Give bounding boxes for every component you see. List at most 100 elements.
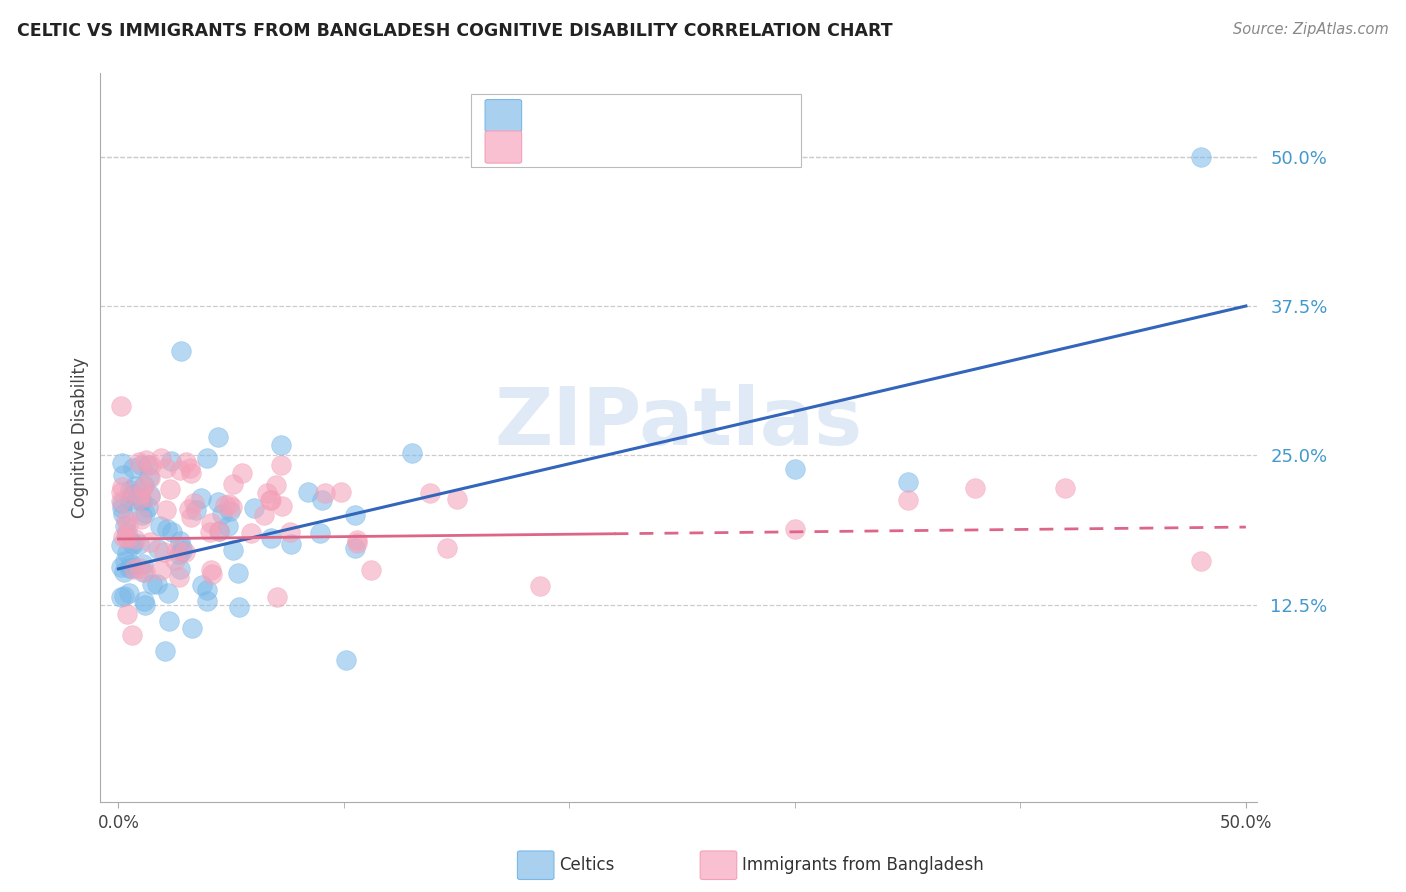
Text: N =: N =	[648, 107, 700, 125]
Text: 0.383: 0.383	[583, 107, 641, 125]
Point	[343, 541, 366, 556]
Point	[401, 446, 423, 460]
Point	[260, 492, 283, 507]
Point	[139, 458, 162, 472]
Text: -0.017: -0.017	[583, 138, 648, 156]
Point	[1054, 481, 1077, 495]
Point	[314, 486, 336, 500]
Point	[218, 497, 240, 511]
Point	[160, 454, 183, 468]
Point	[128, 537, 150, 551]
Point	[117, 518, 139, 533]
Text: Celtics: Celtics	[560, 856, 614, 874]
Point	[110, 501, 132, 516]
Point	[200, 516, 222, 530]
Point	[419, 486, 441, 500]
Point	[783, 522, 806, 536]
Point	[231, 466, 253, 480]
Point	[330, 485, 353, 500]
Point	[174, 455, 197, 469]
Point	[110, 496, 132, 510]
Point	[260, 532, 283, 546]
Point	[128, 487, 150, 501]
Point	[346, 535, 368, 549]
Point	[157, 586, 180, 600]
Text: ZIPatlas: ZIPatlas	[495, 384, 863, 462]
Point	[111, 508, 134, 522]
Point	[208, 524, 231, 539]
Point	[783, 462, 806, 476]
Point	[270, 458, 292, 472]
Point	[190, 491, 212, 505]
Point	[1189, 554, 1212, 568]
Point	[117, 531, 139, 545]
Text: N =: N =	[661, 138, 713, 156]
Point	[266, 591, 288, 605]
Point	[271, 500, 294, 514]
Point	[180, 467, 202, 481]
Point	[208, 524, 231, 538]
Point	[297, 485, 319, 500]
Point	[174, 545, 197, 559]
Point	[239, 525, 262, 540]
Text: R =: R =	[533, 138, 572, 156]
Point	[155, 461, 177, 475]
Point	[122, 537, 145, 551]
Point	[110, 560, 132, 574]
Point	[183, 496, 205, 510]
Point	[222, 542, 245, 557]
Point	[135, 453, 157, 467]
Point	[134, 565, 156, 579]
Point	[139, 488, 162, 502]
Point	[129, 458, 152, 472]
Point	[219, 504, 242, 518]
Point	[145, 577, 167, 591]
Point	[121, 627, 143, 641]
Point	[214, 499, 236, 513]
Point	[110, 399, 132, 413]
Point	[131, 480, 153, 494]
Point	[122, 562, 145, 576]
Point	[122, 461, 145, 475]
Point	[131, 494, 153, 508]
Point	[207, 430, 229, 444]
Point	[132, 565, 155, 579]
Point	[150, 563, 173, 577]
Point	[180, 510, 202, 524]
Point	[207, 495, 229, 509]
Point	[169, 463, 191, 477]
Point	[344, 508, 367, 523]
Point	[270, 438, 292, 452]
Point	[114, 513, 136, 527]
Point	[114, 554, 136, 568]
Point	[128, 455, 150, 469]
Point	[118, 493, 141, 508]
Point	[180, 621, 202, 635]
Point	[150, 450, 173, 465]
Point	[311, 493, 333, 508]
Point	[121, 535, 143, 549]
Point	[167, 547, 190, 561]
Point	[110, 493, 132, 508]
Point	[253, 508, 276, 522]
Point	[446, 492, 468, 507]
Point	[897, 492, 920, 507]
Point	[201, 567, 224, 582]
Point	[217, 519, 239, 533]
Point	[897, 475, 920, 489]
Point	[122, 488, 145, 502]
Point	[134, 599, 156, 613]
Point	[256, 485, 278, 500]
Point	[529, 579, 551, 593]
Point	[226, 566, 249, 580]
Point	[110, 591, 132, 605]
Point	[170, 544, 193, 558]
Point	[132, 477, 155, 491]
Point	[280, 537, 302, 551]
Point	[190, 577, 212, 591]
Point	[179, 461, 201, 475]
Point	[152, 545, 174, 559]
Point	[228, 599, 250, 614]
Point	[138, 500, 160, 515]
Point	[138, 471, 160, 485]
